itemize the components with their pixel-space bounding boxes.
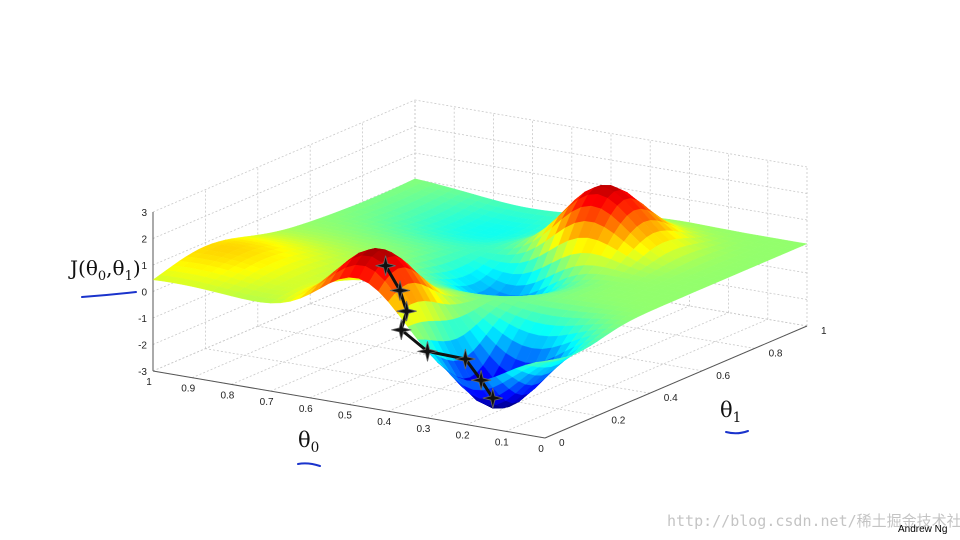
descent-step-marker [455, 348, 476, 370]
y-tick-label: 0.8 [769, 348, 783, 359]
handwritten-underlines [81, 291, 749, 467]
x-tick-label: 0 [538, 444, 544, 455]
tick-labels: 1 0.9 0.8 0.7 0.6 0.5 0.4 0.3 0.2 0.1 0 0 0.2 0.4 0.6 0… [138, 208, 827, 455]
grid-line [152, 126, 416, 239]
x-tick-label: 0.5 [338, 411, 352, 422]
x-tick-label: 0.3 [416, 424, 430, 435]
x-tick-label: 0.6 [299, 404, 313, 415]
grid-line [152, 99, 416, 213]
y-tick-label: 1 [821, 326, 827, 337]
y-tick-label: 0.6 [716, 371, 730, 382]
grid-line [152, 152, 416, 266]
cost-surface [152, 178, 808, 409]
underline-mark [725, 430, 749, 435]
y-axis-label: θ1 [720, 398, 742, 427]
descent-step-marker [389, 280, 411, 301]
x-tick-label: 0.4 [377, 417, 391, 428]
z-tick-label: -2 [138, 341, 147, 352]
z-tick-label: 0 [141, 288, 147, 299]
grid-line [152, 179, 416, 292]
y-tick-label: 0.4 [664, 393, 678, 404]
y-tick-label: 0 [559, 438, 565, 449]
underline-mark [297, 462, 321, 467]
x-tick-label: 0.1 [495, 437, 509, 448]
z-axis-label: J(θ0,θ1) [70, 256, 141, 284]
z-tick-label: 3 [141, 208, 147, 219]
y-axis-line [544, 325, 808, 439]
grid-line [466, 312, 729, 425]
underline-mark [81, 291, 137, 298]
descent-step-marker [482, 388, 503, 409]
x-tick-label: 0.9 [181, 384, 195, 395]
y-tick-label: 0.2 [611, 416, 625, 427]
descent-step-marker [375, 255, 396, 276]
z-tick-label: -3 [138, 367, 147, 378]
z-tick-label: 1 [141, 261, 147, 272]
descent-step-marker [417, 341, 438, 362]
x-tick-label: 1 [146, 377, 152, 388]
z-tick-label: -1 [138, 314, 147, 325]
x-axis-label: θ0 [298, 428, 320, 457]
axes [152, 212, 808, 439]
x-tick-label: 0.8 [220, 390, 234, 401]
watermark: http://blog.csdn.net/稀土掘金技术社区 [667, 512, 960, 530]
grid-line [505, 318, 768, 432]
x-tick-label: 0.7 [260, 397, 274, 408]
credit-text: Andrew Ng [898, 524, 948, 535]
grid-line [427, 305, 690, 419]
x-axis-line [152, 370, 546, 439]
descent-step-marker [391, 319, 412, 340]
z-tick-label: 2 [141, 235, 147, 246]
gradient-descent-path [375, 255, 503, 409]
descent-step-marker [396, 301, 417, 322]
surface-cell [535, 359, 552, 363]
x-tick-label: 0.2 [456, 431, 470, 442]
descent-step-marker [471, 370, 492, 391]
